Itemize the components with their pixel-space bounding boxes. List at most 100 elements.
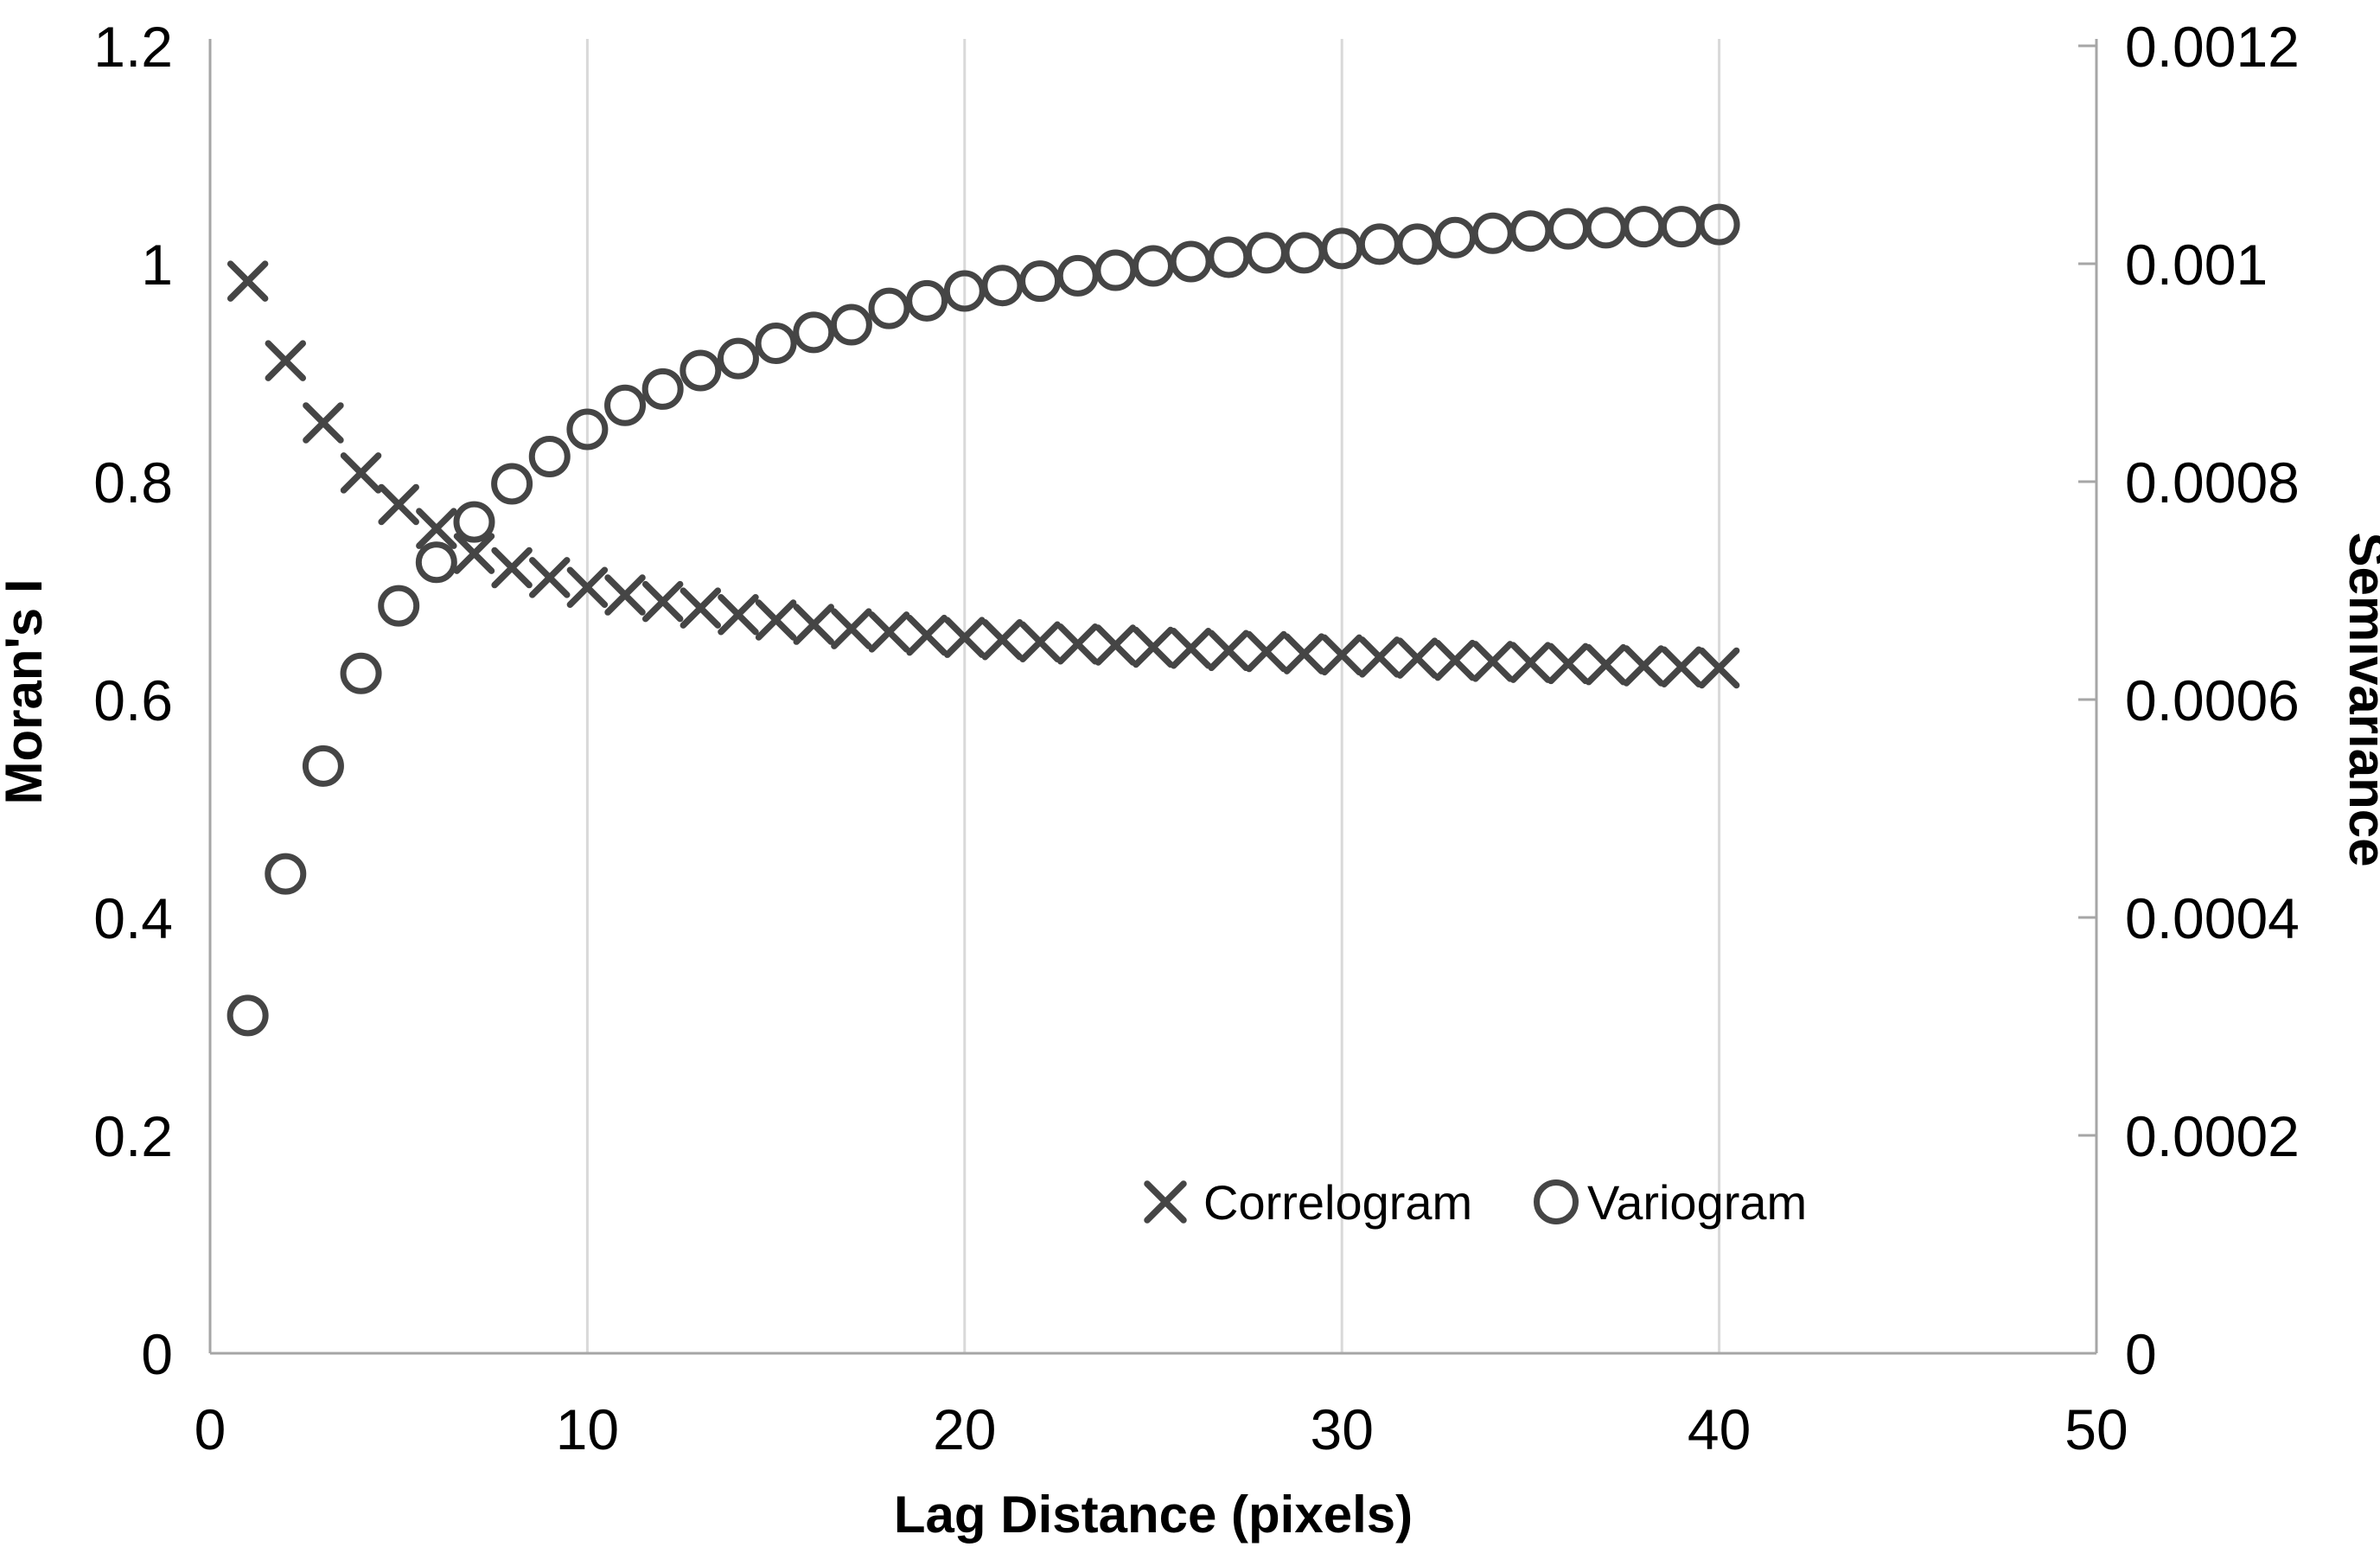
correlogram-point	[944, 617, 986, 658]
left-axis-tick-label: 0.4	[93, 886, 173, 950]
left-axis-tick-label: 0.6	[93, 668, 173, 732]
correlogram-point	[1547, 642, 1589, 685]
correlogram-point	[1472, 641, 1514, 682]
correlogram-point	[1170, 628, 1212, 669]
correlogram-point	[981, 618, 1024, 661]
variogram-point	[680, 349, 722, 392]
correlogram-point	[1434, 639, 1476, 681]
variogram-point	[415, 541, 457, 584]
legend-label-variogram: Variogram	[1587, 1175, 1807, 1230]
variogram-point	[1133, 245, 1174, 287]
right-axis-title: Semivariance	[2339, 533, 2380, 867]
correlogram-point	[831, 608, 872, 649]
variogram-point	[1471, 212, 1514, 254]
right-axis-tick-label: 0.0008	[2125, 451, 2300, 515]
correlogram-point	[1698, 647, 1740, 689]
correlogram-point	[491, 547, 533, 589]
correlogram-point	[566, 566, 609, 608]
correlogram-point	[1246, 630, 1287, 673]
x-axis-tick-label: 10	[556, 1397, 619, 1461]
variogram-point	[1660, 206, 1702, 248]
variogram-point	[906, 279, 948, 322]
correlogram-point	[340, 452, 382, 494]
correlogram-point	[718, 593, 759, 636]
variogram-point	[604, 384, 647, 426]
correlogram-point	[1133, 626, 1174, 668]
correlogram-point	[1056, 623, 1099, 665]
plot-area: 1.2 1 0.8 0.6 0.4 0.2 0 0.0012 0.001 0.0008 0.0006…	[93, 15, 2300, 1461]
correlogram-point	[906, 614, 948, 656]
variogram-point	[1358, 223, 1401, 265]
x-axis-title: Lag Distance (pixels)	[894, 1486, 1413, 1544]
right-axis-tick-label: 0.0006	[2125, 668, 2300, 732]
x-axis-tick-label: 30	[1310, 1397, 1373, 1461]
right-axis-tick-label: 0.0002	[2125, 1104, 2300, 1168]
variogram-point	[566, 408, 609, 451]
variogram-point	[641, 368, 684, 410]
variogram-point	[717, 337, 759, 380]
left-axis-tick-label: 1	[141, 233, 173, 297]
variogram-point	[1019, 260, 1062, 303]
correlogram-point	[416, 508, 457, 549]
variogram-point	[1547, 208, 1590, 250]
correlogram-point	[793, 604, 834, 645]
variogram-point	[1509, 210, 1552, 252]
correlogram-point	[1359, 636, 1401, 678]
variogram-point	[793, 311, 835, 354]
correlogram-point	[868, 611, 910, 653]
x-axis-tick-label: 0	[195, 1397, 227, 1461]
variogram-point	[1056, 254, 1099, 297]
variogram-point	[1698, 203, 1740, 246]
correlogram-point	[1321, 634, 1362, 676]
left-axis-tick-label: 0	[141, 1322, 173, 1386]
right-axis-tick-label: 0.0004	[2125, 886, 2300, 950]
correlogram-point	[680, 587, 722, 629]
variogram-point	[1170, 240, 1212, 283]
variogram-point	[1434, 216, 1477, 259]
variogram-point	[830, 304, 872, 346]
variogram-point	[1283, 232, 1325, 274]
variogram-point	[981, 265, 1024, 307]
legend-correlogram-marker-x-icon	[1144, 1180, 1187, 1224]
correlogram-point	[1019, 621, 1061, 662]
correlogram-point	[1623, 645, 1665, 687]
legend: Correlogram Variogram	[1144, 1175, 1807, 1230]
variogram-point	[302, 745, 344, 787]
correlogram-point	[1094, 624, 1137, 666]
variogram-point	[378, 585, 420, 627]
variogram-point	[227, 994, 269, 1037]
right-axis-tick-label: 0	[2125, 1322, 2157, 1386]
correlogram-point	[529, 557, 571, 598]
variogram-point	[1585, 207, 1627, 249]
variogram-point	[528, 436, 571, 478]
variogram-point	[265, 853, 307, 895]
correlogram-point	[1661, 646, 1702, 687]
left-axis-title: Moran's I	[0, 579, 53, 805]
correlogram-point	[265, 340, 307, 381]
correlogram-point	[755, 599, 797, 641]
right-axis-tick-label: 0.001	[2125, 233, 2268, 297]
variogram-point	[1396, 223, 1439, 265]
correlogram-point	[378, 483, 419, 526]
correlogram-point	[1283, 633, 1325, 674]
variogram-point	[1623, 206, 1665, 248]
variogram-point	[453, 501, 495, 543]
correlogram-point	[453, 533, 495, 574]
x-axis-tick-label: 40	[1688, 1397, 1751, 1461]
right-axis-tick-label: 0.0012	[2125, 15, 2300, 79]
variogram-point	[755, 322, 797, 364]
variogram-point	[1208, 236, 1250, 278]
left-axis-tick-label: 1.2	[93, 15, 173, 79]
correlogram-point	[227, 260, 269, 302]
variogram-point	[868, 287, 910, 329]
variogram-point	[491, 463, 533, 505]
correlogram-point	[1509, 642, 1552, 683]
correlogram-point	[1396, 637, 1439, 679]
correlogram-point	[303, 402, 344, 444]
legend-label-correlogram: Correlogram	[1203, 1175, 1472, 1230]
variogram-point	[340, 652, 382, 694]
correlogram-point	[1585, 643, 1627, 686]
variogram-point	[1245, 232, 1287, 274]
